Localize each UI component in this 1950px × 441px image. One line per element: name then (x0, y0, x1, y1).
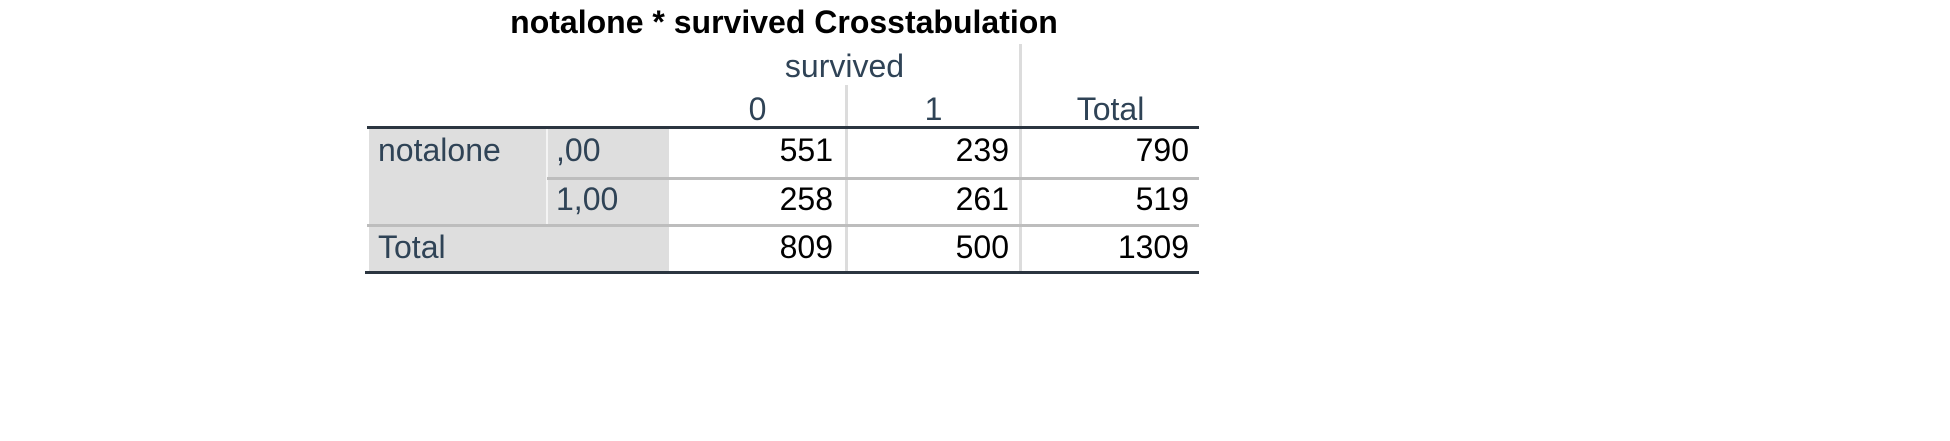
col-header-1: 1 (924, 91, 943, 127)
row-variable-label: notalone (378, 132, 501, 168)
table-cell: 809 (779, 229, 833, 265)
header-rule (367, 126, 1199, 129)
table-cell: 519 (1135, 181, 1189, 217)
table-cell: 239 (955, 132, 1009, 168)
row-label: ,00 (556, 132, 601, 168)
table-cell: 790 (1135, 132, 1189, 168)
bottom-rule (365, 271, 1199, 274)
total-row-label: Total (378, 229, 446, 265)
row-rule-1 (547, 177, 1199, 180)
row-label: 1,00 (556, 181, 619, 217)
divider-rowlabel (546, 128, 548, 224)
row-header-shading (369, 128, 669, 272)
col-header-0: 0 (748, 91, 767, 127)
table-cell: 258 (779, 181, 833, 217)
table-cell: 261 (955, 181, 1009, 217)
table-cell: 500 (955, 229, 1009, 265)
table-cell: 551 (779, 132, 833, 168)
col-header-total: Total (1076, 91, 1145, 127)
table-cell: 1309 (1117, 229, 1189, 265)
col-variable-label: survived (784, 48, 905, 84)
row-rule-total (367, 224, 1199, 227)
divider-col-1-total (1019, 44, 1022, 272)
table-title: notalone * survived Crosstabulation (510, 4, 1058, 40)
